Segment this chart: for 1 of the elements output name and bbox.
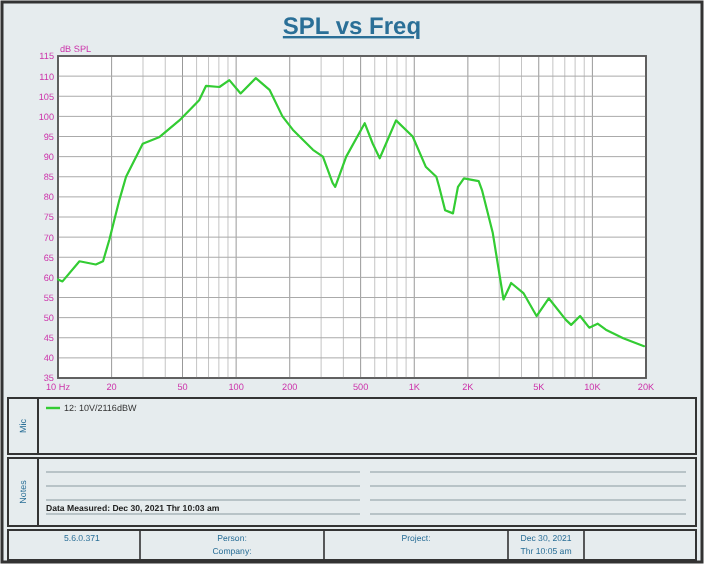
chart-title: SPL vs Freq [282,12,422,40]
